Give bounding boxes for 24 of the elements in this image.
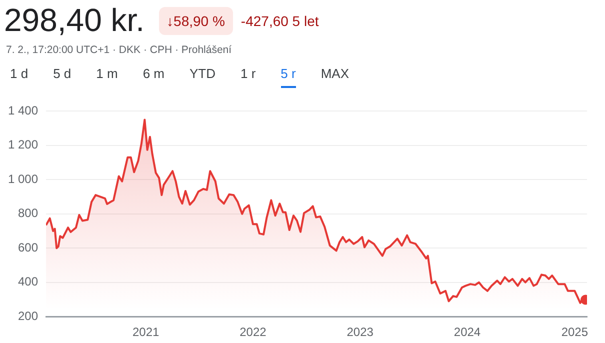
y-tick-label: 400 xyxy=(18,274,38,289)
y-tick-label: 1 400 xyxy=(8,104,38,118)
text: -427,60 5 let xyxy=(240,12,319,28)
y-tick-label: 1 000 xyxy=(8,172,38,186)
x-tick-label: 2025 xyxy=(561,325,588,340)
text: 1 r xyxy=(240,66,256,83)
text: 6 m xyxy=(142,66,164,83)
text: 1 d xyxy=(10,66,28,83)
y-tick-label: 1 200 xyxy=(8,138,38,152)
text: MAX xyxy=(320,66,350,83)
chart-subtitle: 7. 2., 17:20:00 UTC+1 · DKK · CPH · Prohlášení xyxy=(6,44,232,56)
text: 5 d xyxy=(53,66,72,83)
y-tick-label: 800 xyxy=(18,206,38,220)
x-tick-label: 2024 xyxy=(454,325,481,340)
text: 1 m xyxy=(96,66,118,83)
text: YTD xyxy=(190,66,216,83)
text: ↓58,90 % xyxy=(158,6,233,34)
y-tick-label: 200 xyxy=(18,308,38,323)
text: 5 r xyxy=(280,66,296,88)
chart-title: 298,40 kr. xyxy=(4,2,145,39)
x-tick-label: 2022 xyxy=(240,325,267,340)
y-tick-label: 600 xyxy=(18,240,38,254)
x-tick-label: 2023 xyxy=(346,325,374,340)
x-tick-label: 2021 xyxy=(132,325,160,340)
